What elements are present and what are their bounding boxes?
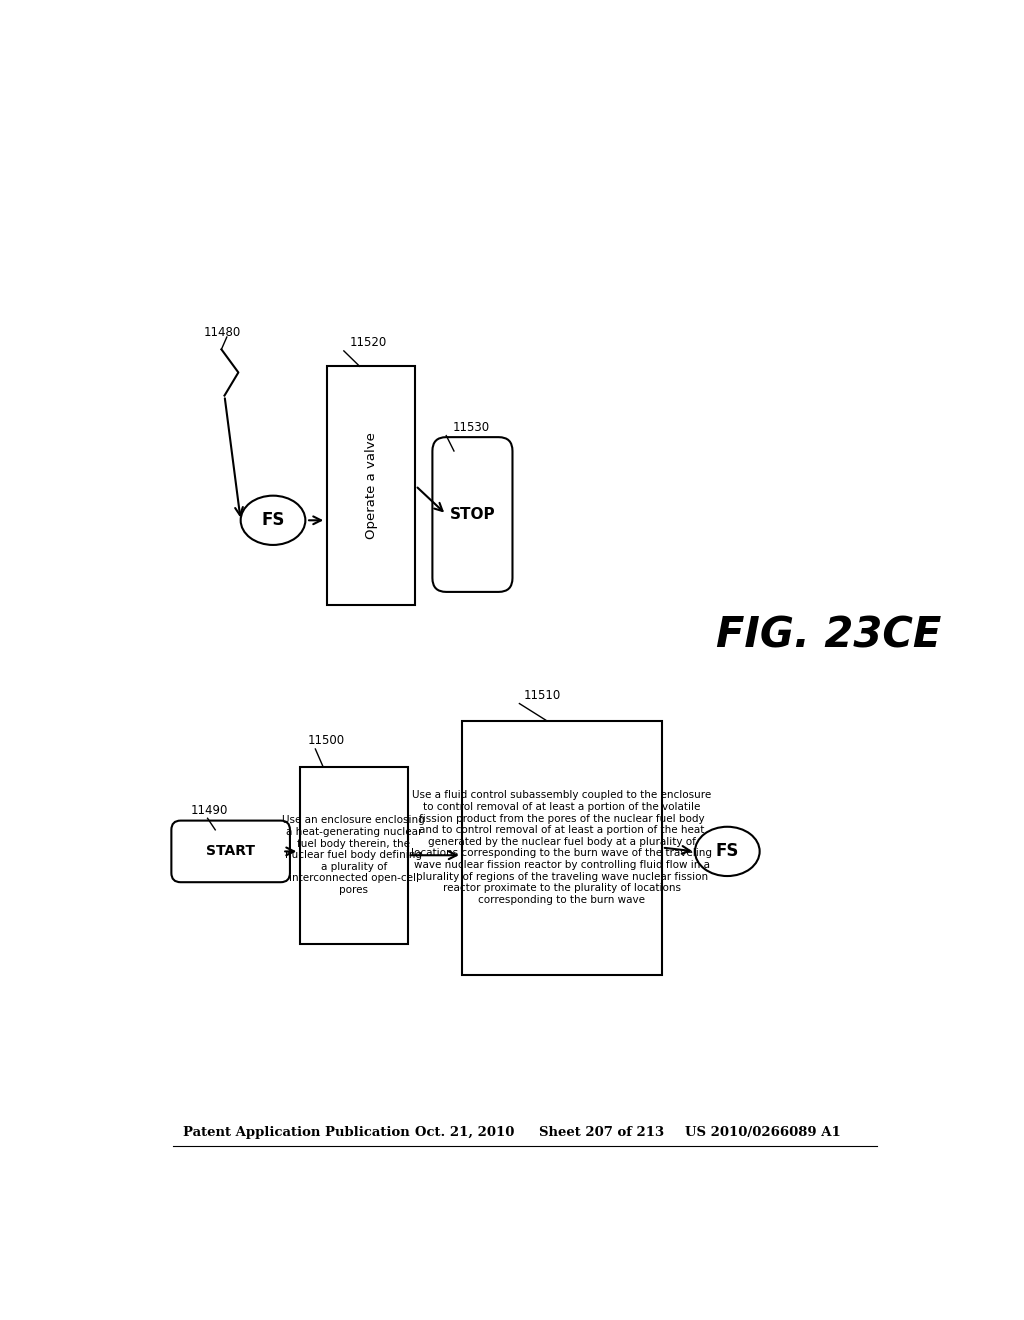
- Text: Sheet 207 of 213: Sheet 207 of 213: [539, 1126, 664, 1139]
- Text: Use an enclosure enclosing
a heat-generating nuclear
fuel body therein, the
nucl: Use an enclosure enclosing a heat-genera…: [283, 816, 425, 895]
- Text: FS: FS: [716, 842, 739, 861]
- Bar: [327, 367, 416, 605]
- Text: FIG. 23CE: FIG. 23CE: [716, 615, 941, 657]
- Text: 11530: 11530: [453, 421, 489, 434]
- Text: 11520: 11520: [350, 337, 387, 350]
- Text: Operate a valve: Operate a valve: [365, 432, 378, 539]
- Bar: [300, 767, 408, 944]
- Text: STOP: STOP: [450, 507, 496, 521]
- Text: Use a fluid control subassembly coupled to the enclosure
to control removal of a: Use a fluid control subassembly coupled …: [412, 791, 713, 904]
- Text: Patent Application Publication: Patent Application Publication: [183, 1126, 410, 1139]
- Text: START: START: [206, 845, 255, 858]
- Text: 11500: 11500: [307, 734, 345, 747]
- Bar: [462, 721, 662, 974]
- Text: US 2010/0266089 A1: US 2010/0266089 A1: [685, 1126, 841, 1139]
- Text: 11480: 11480: [204, 326, 241, 339]
- Text: FS: FS: [261, 511, 285, 529]
- Text: Oct. 21, 2010: Oct. 21, 2010: [416, 1126, 515, 1139]
- Text: 11510: 11510: [523, 689, 560, 702]
- Text: 11490: 11490: [190, 804, 228, 817]
